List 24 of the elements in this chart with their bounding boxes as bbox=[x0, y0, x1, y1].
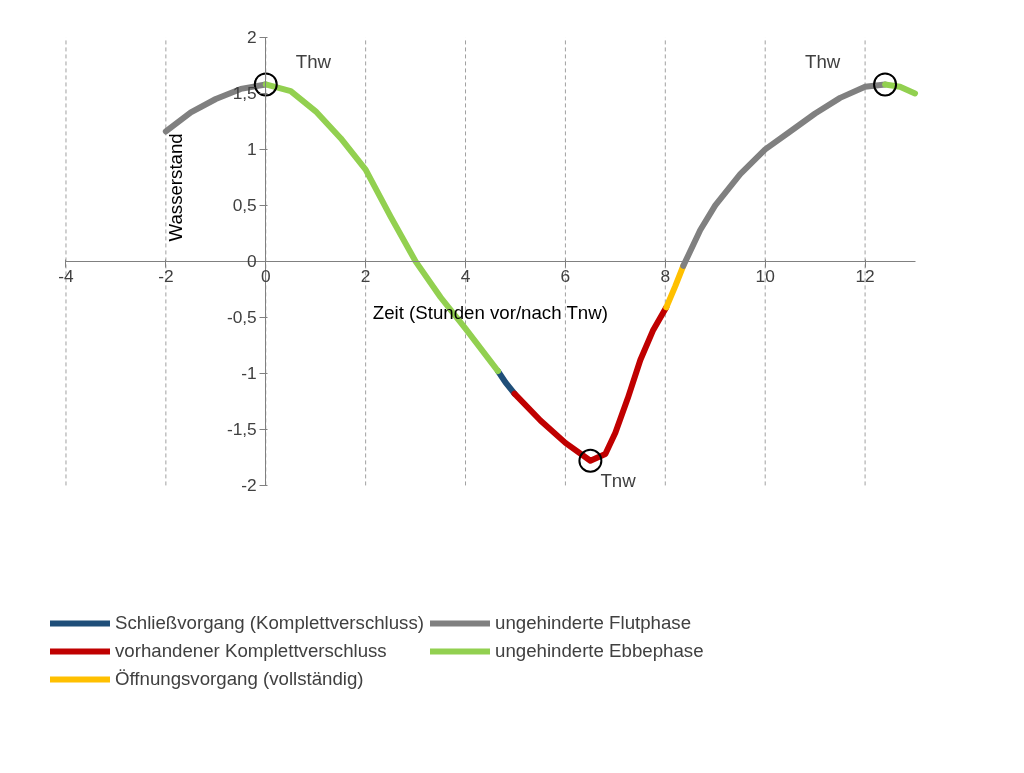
legend-label: vorhandener Komplettverschluss bbox=[115, 640, 387, 662]
x-tick-label: 12 bbox=[855, 266, 875, 287]
y-tick-label: 0,5 bbox=[232, 195, 257, 216]
x-tick-label: -4 bbox=[58, 266, 75, 287]
legend-label: Schließvorgang (Komplettverschluss) bbox=[115, 612, 424, 634]
x-tick-label: -2 bbox=[158, 266, 174, 287]
annotation: Thw bbox=[805, 51, 841, 73]
y-tick-label: 1 bbox=[247, 139, 257, 160]
x-tick-label: 10 bbox=[755, 266, 775, 287]
legend-label: ungehinderte Flutphase bbox=[495, 612, 692, 634]
y-tick-label: 2 bbox=[247, 27, 257, 48]
legend-label: ungehinderte Ebbephase bbox=[495, 640, 704, 662]
y-axis-title: Wasserstand bbox=[164, 133, 186, 242]
x-tick-label: 6 bbox=[560, 266, 571, 287]
y-tick-label: -1,5 bbox=[226, 419, 257, 440]
x-tick-label: 8 bbox=[660, 266, 671, 287]
x-tick-label: 4 bbox=[460, 266, 471, 287]
y-tick-label: -2 bbox=[241, 475, 257, 496]
x-tick-label: 2 bbox=[360, 266, 371, 287]
y-tick-label: -0,5 bbox=[226, 307, 257, 328]
y-tick-label: -1 bbox=[241, 363, 257, 384]
annotation: Thw bbox=[295, 51, 332, 73]
annotation: Tnw bbox=[600, 469, 637, 491]
legend-label: Öffnungsvorgang (vollständig) bbox=[115, 668, 364, 690]
